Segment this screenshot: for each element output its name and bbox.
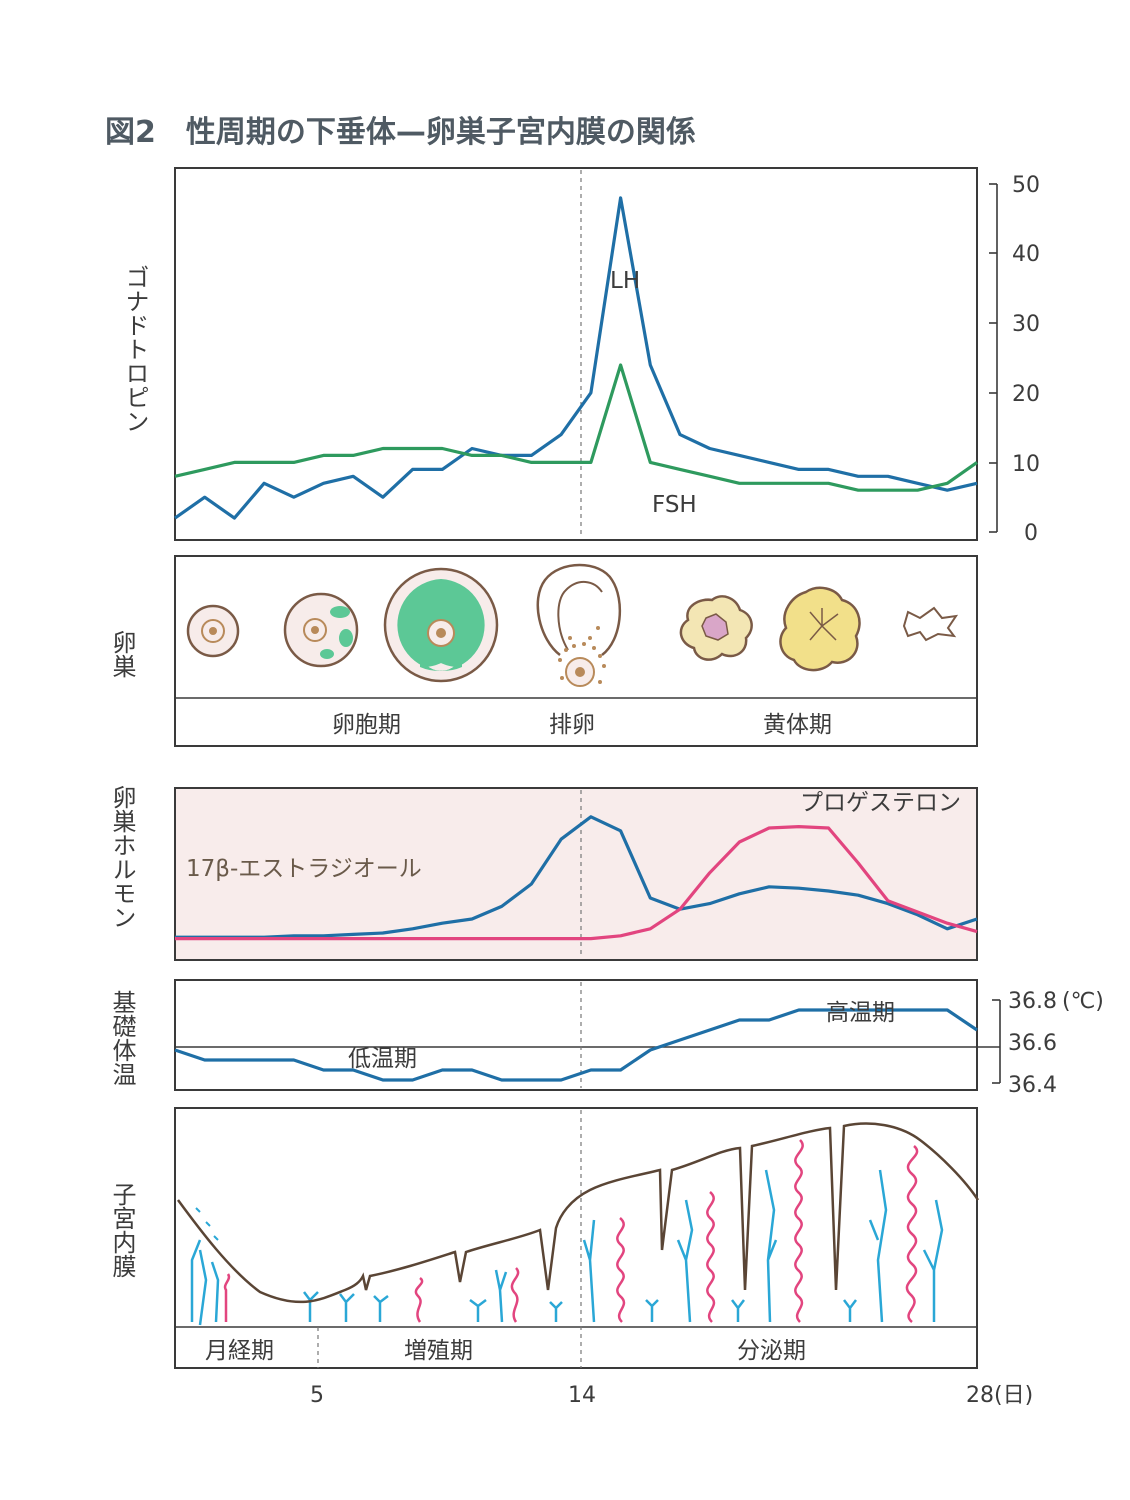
ovary-panel: 卵巣	[108, 555, 978, 747]
hormone-frame	[174, 787, 978, 961]
endometrium-phase-secretory: 分泌期	[737, 1338, 806, 1364]
gonadotropin-lines	[174, 196, 978, 520]
endometrium-phase-proliferative: 増殖期	[404, 1338, 473, 1364]
ovary-phase-ovulation: 排卵	[549, 712, 595, 738]
gonadotropin-label: ゴナドトロピン	[121, 265, 149, 433]
estradiol-series-line	[175, 815, 978, 939]
gonadotropin-tick-0: 0	[1024, 521, 1038, 546]
fsh-label: FSH	[652, 492, 697, 518]
bbt-low-label: 低温期	[348, 1046, 417, 1072]
bbt-lines	[174, 1008, 978, 1082]
endometrium-label: 子宮内膜	[108, 1182, 136, 1278]
ovulation-icon	[536, 563, 622, 687]
progesterone-label: プロゲステロン	[800, 790, 961, 816]
endometrium-phase-menstrual: 月経期	[205, 1338, 274, 1364]
x-tick-14: 14	[568, 1383, 596, 1408]
figure-title: 図2 性周期の下垂体—卵巣子宮内膜の関係	[105, 115, 696, 150]
secondary-follicle-icon	[283, 592, 359, 668]
hormone-label: 卵巣ホルモン	[108, 785, 136, 929]
lh-label: LH	[610, 268, 640, 294]
gonadotropin-frame	[174, 167, 978, 541]
bbt-panel: 基礎体温 36.8 (℃) 36.6 36.4 低温期 高温期	[108, 979, 1104, 1098]
x-axis-unit: (日)	[994, 1383, 1033, 1408]
endometrium-frame	[174, 1107, 978, 1369]
gonadotropin-tick-30: 30	[1012, 312, 1040, 337]
bbt-series-line	[174, 1008, 978, 1082]
primary-follicle-icon	[186, 604, 240, 658]
x-tick-28: 28	[966, 1383, 994, 1408]
ovary-frame	[174, 555, 978, 747]
progesterone-series-line	[175, 824, 978, 941]
gonadotropin-y-ticks: 50 40 30 20 10 0	[989, 173, 1040, 546]
bbt-tick-368: 36.8	[1008, 989, 1057, 1014]
endometrium-panel: 子宮内膜	[108, 1107, 980, 1369]
endometrium-surface	[176, 1122, 980, 1304]
hormone-panel: 卵巣ホルモン 17β-エストラジオール プロゲステロン	[108, 785, 978, 961]
bbt-high-label: 高温期	[826, 1000, 895, 1026]
gonadotropin-tick-50: 50	[1012, 173, 1040, 198]
ovary-phase-follicular: 卵胞期	[332, 712, 401, 738]
fsh-series-line	[174, 363, 978, 492]
lh-series-line	[174, 196, 978, 520]
bbt-label: 基礎体温	[108, 990, 136, 1086]
ovary-phase-luteal: 黄体期	[763, 712, 832, 738]
spiral-arteries	[223, 1139, 919, 1323]
graafian-follicle-icon	[383, 567, 499, 683]
x-axis: 5 14 28 (日)	[310, 1383, 1033, 1408]
gonadotropin-tick-10: 10	[1012, 452, 1040, 477]
ovary-label: 卵巣	[108, 630, 136, 678]
bbt-tick-366: 36.6	[1008, 1031, 1057, 1056]
bbt-unit: (℃)	[1062, 989, 1104, 1014]
corpus-luteum-icon	[679, 595, 753, 661]
corpus-albicans-icon	[902, 606, 959, 642]
gonadotropin-panel: ゴナドトロピン 50 40 30 20 10 0 LH FSH	[121, 167, 1040, 546]
blood-vessels	[190, 1169, 944, 1326]
mature-corpus-luteum-icon	[779, 586, 861, 672]
x-tick-5: 5	[310, 1383, 324, 1408]
estradiol-label: 17β-エストラジオール	[186, 856, 422, 882]
bbt-tick-364: 36.4	[1008, 1073, 1057, 1098]
gonadotropin-tick-40: 40	[1012, 242, 1040, 267]
bbt-frame	[174, 979, 978, 1091]
menstrual-shedding	[195, 1207, 219, 1241]
gonadotropin-tick-20: 20	[1012, 382, 1040, 407]
hormone-lines	[175, 815, 978, 941]
